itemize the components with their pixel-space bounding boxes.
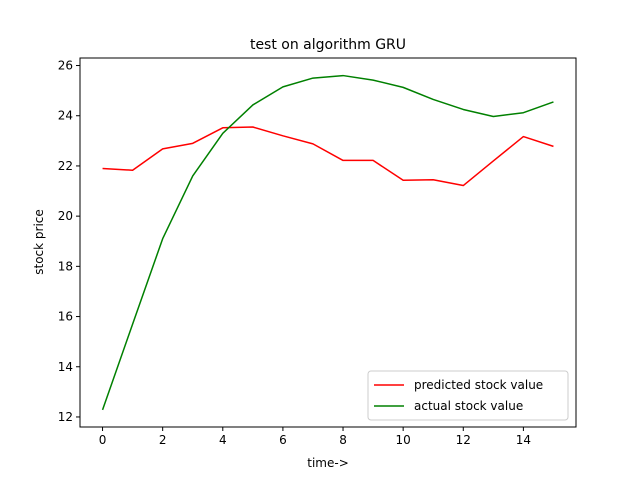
x-tick-label: 2 [159, 433, 167, 447]
y-tick-label: 20 [58, 209, 73, 223]
x-tick-label: 10 [396, 433, 411, 447]
y-tick-label: 16 [58, 310, 73, 324]
series-line-actual [101, 74, 554, 411]
y-tick-label: 22 [58, 159, 73, 173]
series-layer [101, 74, 554, 411]
series-line-predicted [102, 126, 554, 187]
chart-title: test on algorithm GRU [250, 37, 406, 53]
x-tick-label: 4 [219, 433, 227, 447]
y-tick-label: 24 [58, 109, 73, 123]
y-tick-label: 12 [58, 410, 73, 424]
y-tick-label: 14 [58, 360, 73, 374]
legend-label: actual stock value [414, 399, 523, 413]
legend-box [367, 370, 569, 421]
x-tick-label: 8 [339, 433, 347, 447]
legend-label: predicted stock value [414, 378, 543, 392]
x-tick-label: 12 [456, 433, 471, 447]
x-tick-label: 0 [99, 433, 107, 447]
x-axis: 0 2 4 6 8 10 12 14 [99, 427, 531, 447]
plot-frame [79, 57, 577, 428]
y-tick-label: 18 [58, 259, 73, 273]
legend: predicted stock value actual stock value [367, 370, 569, 421]
x-tick-label: 14 [516, 433, 531, 447]
y-tick-label: 26 [58, 59, 73, 73]
y-axis-label: stock price [32, 209, 46, 275]
x-tick-label: 6 [279, 433, 287, 447]
x-axis-label: time-> [307, 456, 349, 470]
y-axis: 12 14 16 18 20 22 24 26 [58, 59, 80, 424]
